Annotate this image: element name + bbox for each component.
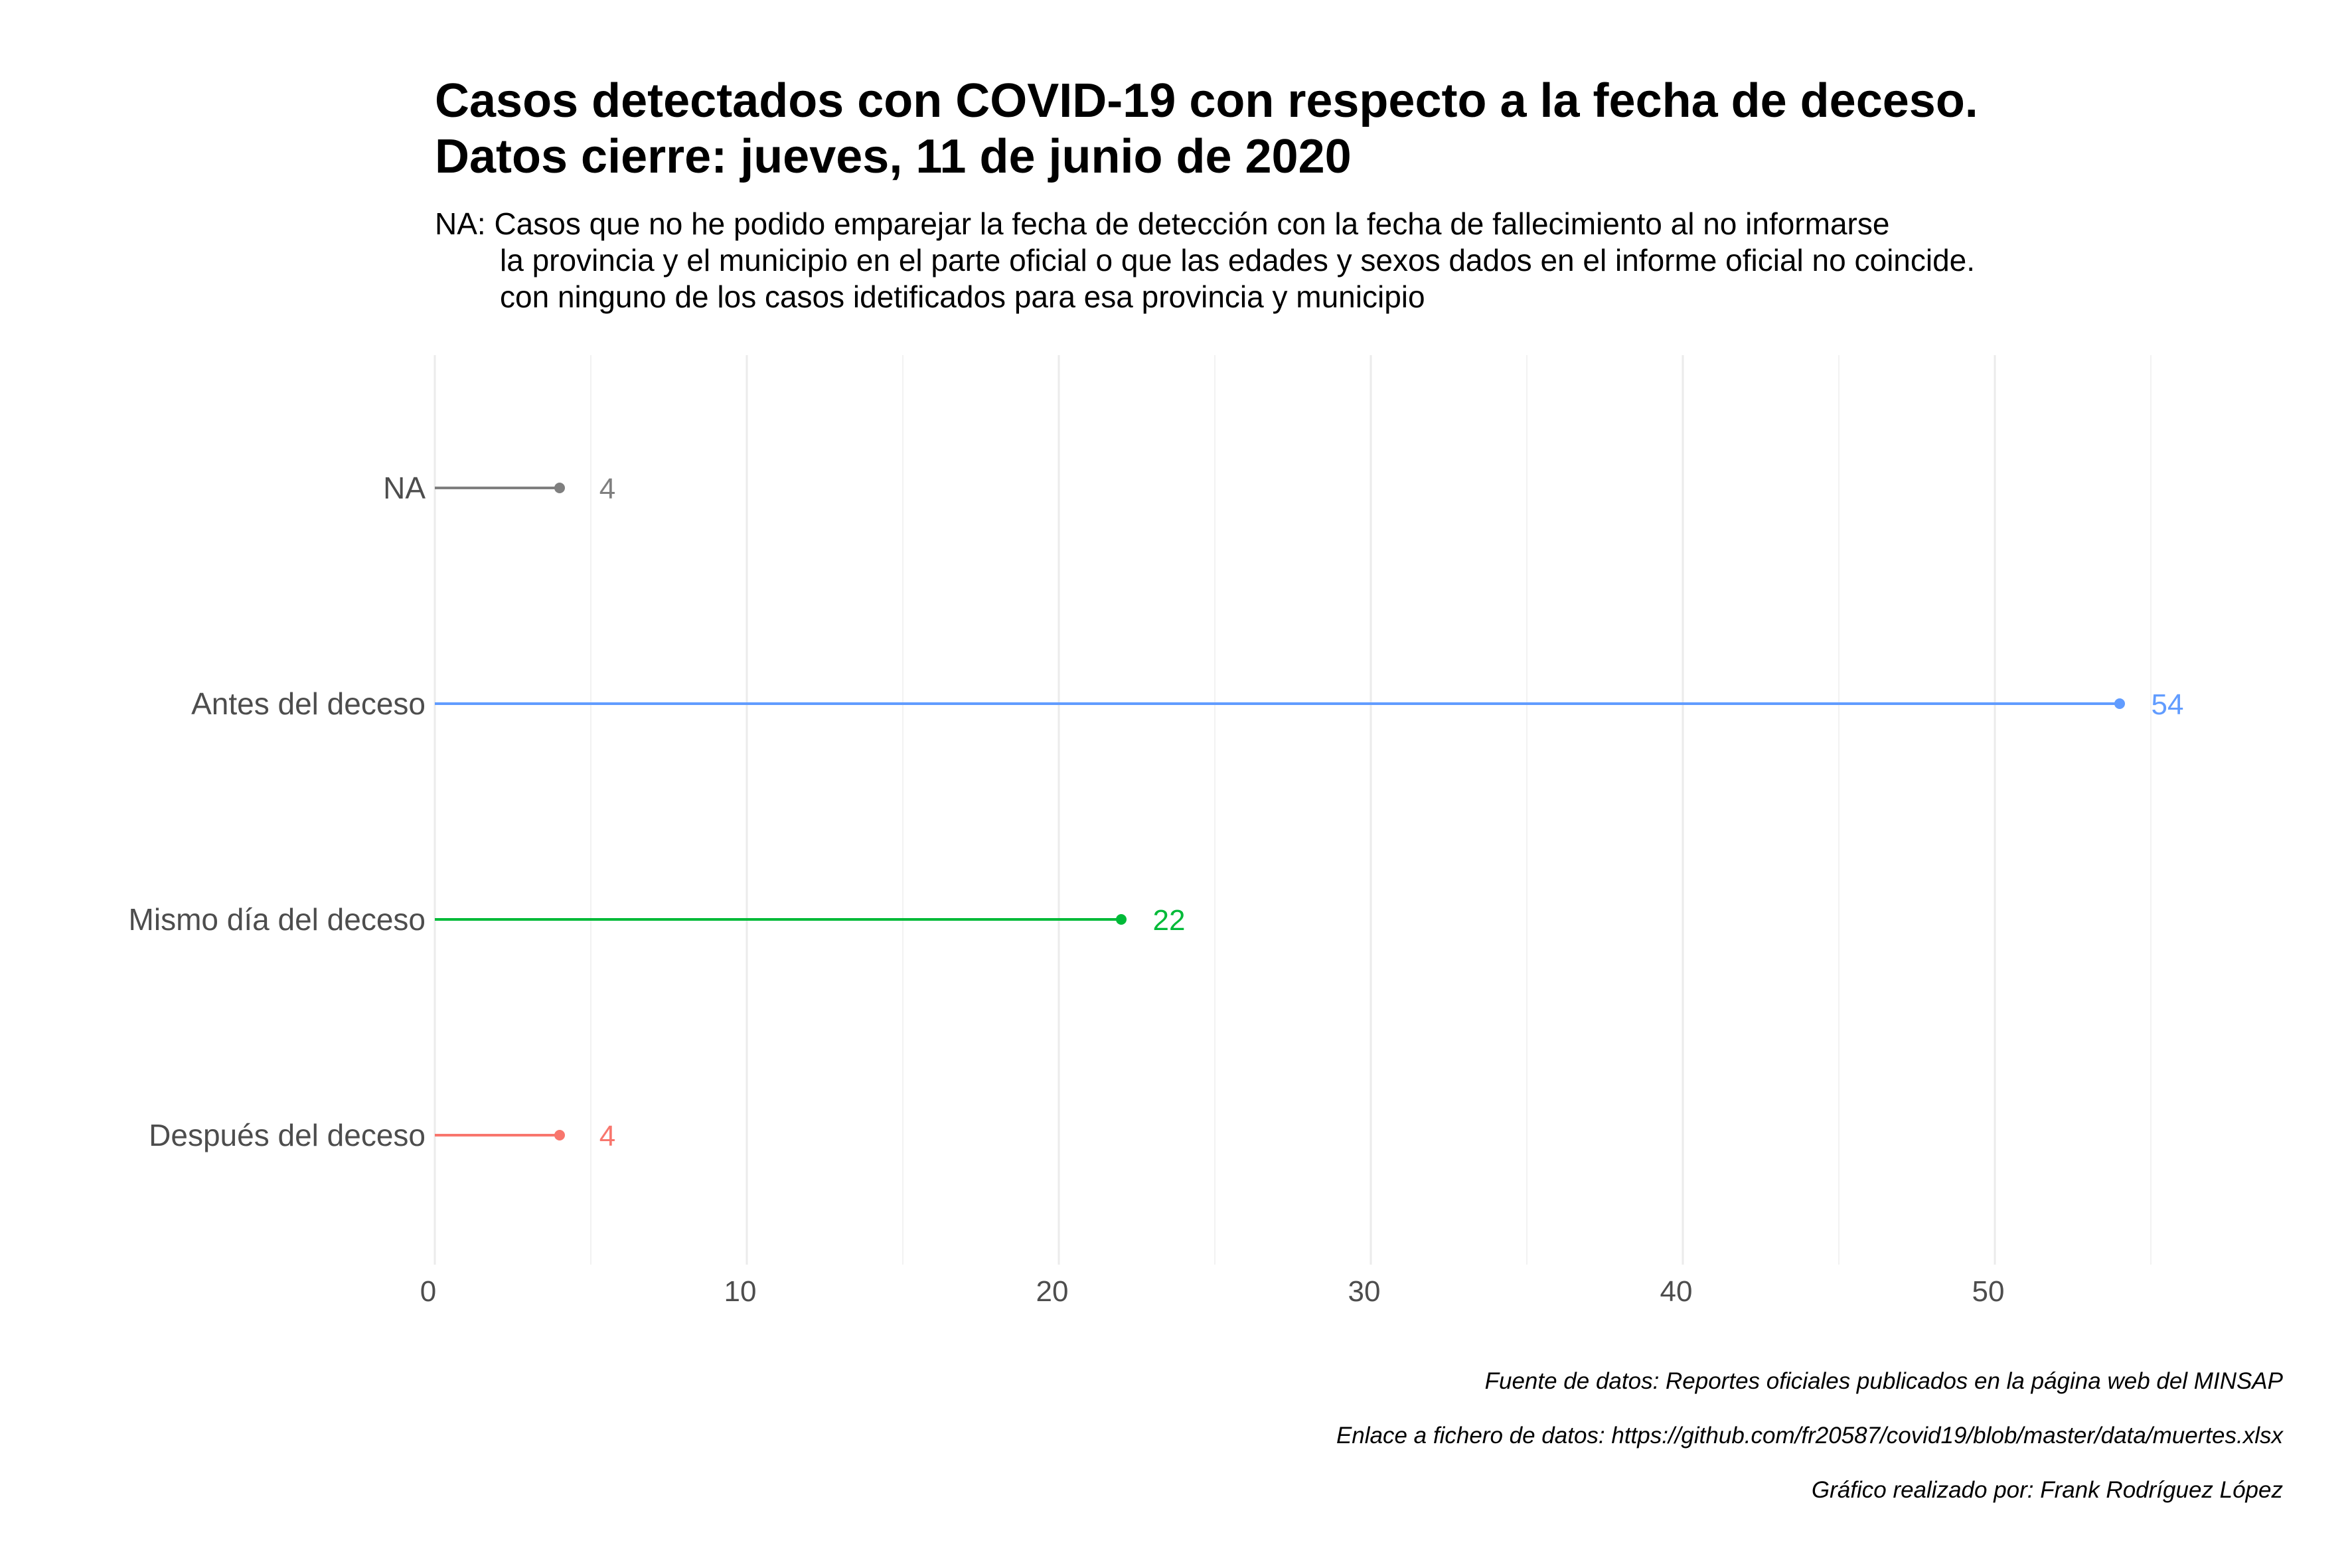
caption-author: Gráfico realizado por: Frank Rodríguez L… [1811,1477,2283,1503]
chart-marks: 4 54 22 4 [435,473,2183,1152]
chart-caption: Fuente de datos: Reportes oficiales publ… [1336,1354,2283,1518]
value-label: 4 [599,473,615,505]
x-tick-label: 40 [1660,1275,1693,1308]
category-label: Mismo día del deceso [129,902,426,937]
chart-title: Casos detectados con COVID-19 con respec… [435,73,1978,185]
gridlines [433,355,2152,1265]
subtitle-line-2: la provincia y el municipio en el parte … [500,243,1976,277]
lollipop-point [1116,914,1127,925]
category-label: NA [383,471,426,505]
category-label: Después del deceso [149,1118,426,1152]
chart-subtitle: NA: Casos que no he podido emparejar la … [435,206,1975,315]
x-axis-ticks: 0 10 20 30 40 50 [420,1275,2005,1308]
x-tick-label: 0 [420,1275,436,1308]
value-label: 4 [599,1120,615,1152]
lollipop-point [554,1130,565,1140]
x-tick-label: 20 [1036,1275,1069,1308]
title-line-2: Datos cierre: jueves, 11 de junio de 202… [435,130,1352,183]
y-axis-labels: NA Antes del deceso Mismo día del deceso De… [129,471,426,1152]
caption-link: Enlace a fichero de datos: https://githu… [1336,1423,2283,1449]
value-label: 54 [2152,688,2184,721]
lollipop-point [2114,698,2125,709]
x-tick-label: 30 [1348,1275,1381,1308]
x-tick-label: 50 [1972,1275,2005,1308]
category-label: Antes del deceso [191,686,426,721]
subtitle-line-3: con ninguno de los casos idetificados pa… [500,279,1425,314]
x-tick-label: 10 [724,1275,757,1308]
subtitle-line-1: NA: Casos que no he podido emparejar la … [435,206,1890,241]
caption-source: Fuente de datos: Reportes oficiales publ… [1484,1368,2283,1394]
title-line-1: Casos detectados con COVID-19 con respec… [435,74,1978,127]
lollipop-point [554,483,565,493]
value-label: 22 [1153,904,1186,937]
